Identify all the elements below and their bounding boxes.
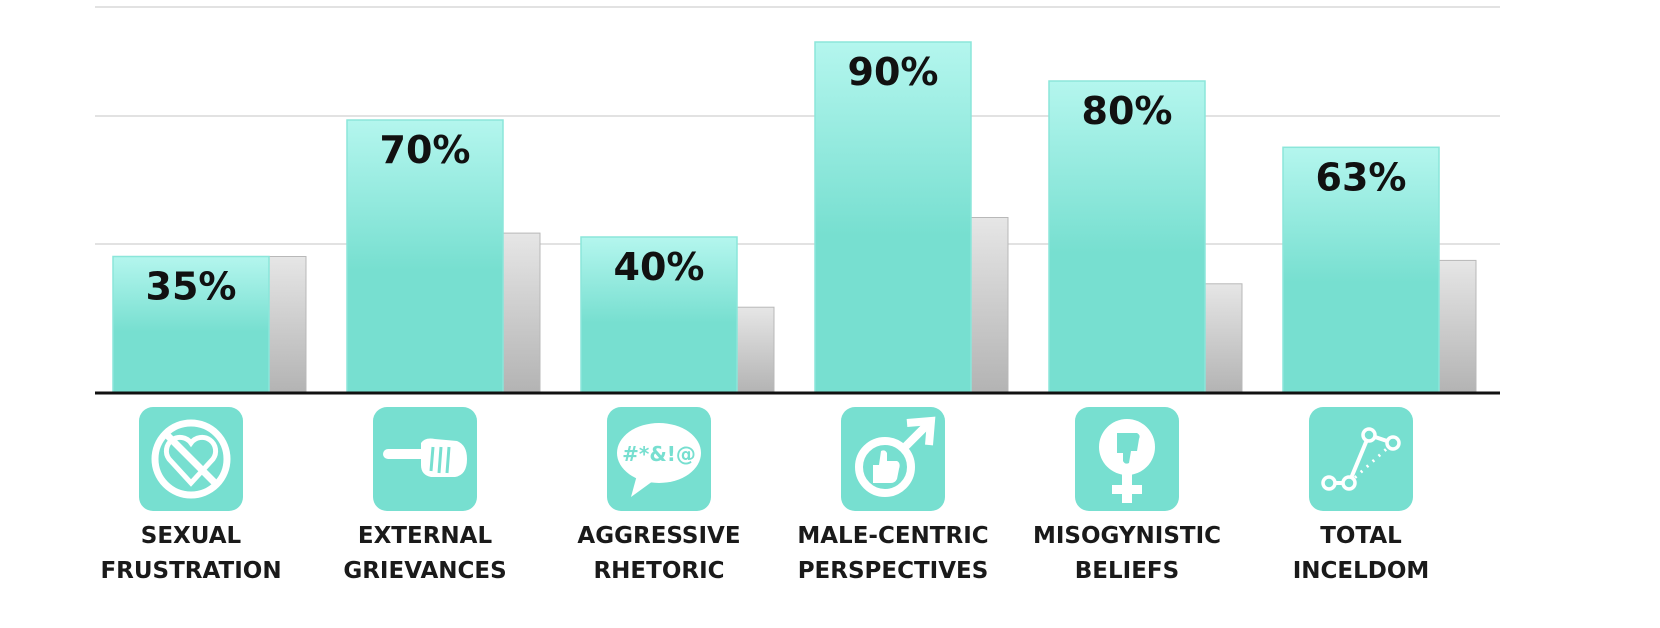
value-bar (346, 119, 504, 394)
no-love-heart-icon (139, 407, 243, 511)
value-label: 63% (1316, 155, 1407, 199)
svg-text:#*&!@: #*&!@ (622, 442, 696, 466)
comparison-bar (1202, 283, 1243, 394)
male-thumbs-up-icon (841, 407, 945, 511)
comparison-bar (734, 306, 775, 394)
line-graph-icon (1309, 407, 1413, 511)
value-bar (112, 255, 270, 394)
category-label: TOTAL INCELDOM (1293, 523, 1430, 584)
value-label: 80% (1082, 89, 1173, 133)
category-icons: #*&!@ (139, 407, 1413, 511)
category-label: MALE-CENTRIC PERSPECTIVES (797, 523, 988, 584)
category-label: SEXUAL FRUSTRATION (100, 523, 281, 584)
comparison-bar (500, 232, 541, 394)
swear-speech-bubble-icon: #*&!@ (607, 407, 711, 511)
gridlines (95, 6, 1500, 245)
value-label: 70% (380, 128, 471, 172)
female-thumbs-down-icon (1075, 407, 1179, 511)
comparison-bar (1436, 259, 1477, 394)
value-bar (580, 236, 738, 394)
category-label: EXTERNAL GRIEVANCES (343, 523, 506, 584)
value-label: 35% (146, 265, 237, 309)
value-label: 40% (614, 245, 705, 289)
comparison-bar (266, 256, 307, 394)
value-labels: 35% 70% 40% 90% 80% 63% (146, 50, 1407, 309)
value-label: 90% (848, 50, 939, 94)
pointing-finger-icon (373, 407, 477, 511)
value-bar (1048, 80, 1206, 394)
category-label: MISOGYNISTIC BELIEFS (1033, 523, 1221, 584)
value-bar (814, 41, 972, 394)
category-label: AGGRESSIVE RHETORIC (577, 523, 740, 584)
comparison-bar (968, 217, 1009, 394)
category-labels: SEXUAL FRUSTRATION EXTERNAL GRIEVANCES AGGRE… (100, 523, 1429, 584)
bars (112, 41, 1477, 394)
